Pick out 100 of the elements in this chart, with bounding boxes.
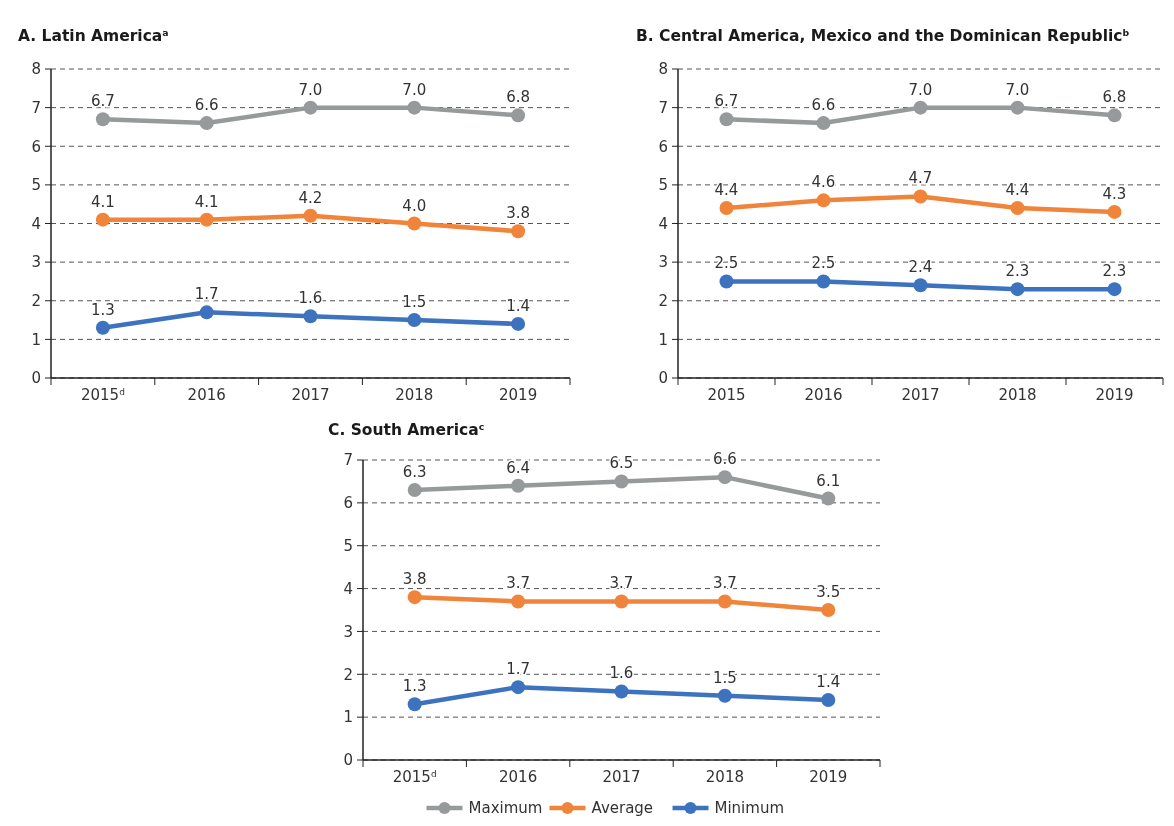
data-label: 3.5 xyxy=(816,583,841,601)
y-tick-label: 2 xyxy=(343,665,353,684)
point xyxy=(614,474,629,489)
y-tick-label: 3 xyxy=(31,253,41,272)
x-tick-label: 2015$^{d}$ xyxy=(392,768,437,786)
point xyxy=(407,216,422,231)
data-label: 1.4 xyxy=(506,296,531,315)
point xyxy=(913,278,928,293)
data-label: 6.3 xyxy=(402,463,427,481)
data-label: 2.3 xyxy=(1102,262,1127,281)
point xyxy=(614,684,629,699)
point xyxy=(199,116,214,131)
data-label: 4.4 xyxy=(1005,181,1030,200)
point xyxy=(511,316,526,331)
point xyxy=(719,274,734,289)
legend-label: Average xyxy=(591,799,654,818)
point xyxy=(913,189,928,204)
y-tick-label: 7 xyxy=(343,451,353,470)
x-tick-label: 2018 xyxy=(705,768,744,786)
y-tick-label: 1 xyxy=(658,330,668,349)
y-tick-label: 8 xyxy=(31,60,41,79)
data-label: 7.0 xyxy=(908,80,933,99)
y-tick-label: 4 xyxy=(343,579,353,598)
x-tick-label: 2016 xyxy=(187,386,226,404)
x-tick-label: 2018 xyxy=(395,386,434,404)
point xyxy=(407,483,422,497)
point xyxy=(821,491,836,506)
y-tick-label: 5 xyxy=(658,176,668,195)
point xyxy=(1010,282,1025,297)
point xyxy=(719,201,734,216)
legend-label: Minimum xyxy=(714,799,785,818)
data-label: 1.3 xyxy=(90,300,115,319)
point xyxy=(303,208,318,223)
data-label: 6.8 xyxy=(506,88,531,107)
data-label: 3.8 xyxy=(506,204,531,223)
data-label: 1.6 xyxy=(298,289,323,308)
y-tick-label: 1 xyxy=(343,708,353,727)
point xyxy=(95,212,110,227)
chart-title: A. Latin America$^{a}$ xyxy=(18,26,169,45)
x-tick-label: 2015$^{d}$ xyxy=(80,386,125,404)
point xyxy=(1107,108,1122,123)
x-tick-label: 2017 xyxy=(602,768,641,786)
point xyxy=(511,478,526,493)
data-label: 4.3 xyxy=(1102,184,1127,203)
point xyxy=(95,112,110,127)
y-tick-label: 1 xyxy=(31,330,41,349)
data-label: 4.1 xyxy=(90,192,115,211)
y-tick-label: 7 xyxy=(31,98,41,117)
point xyxy=(1010,100,1025,115)
data-label: 6.1 xyxy=(816,471,841,490)
y-tick-label: 8 xyxy=(658,60,668,79)
data-label: 7.0 xyxy=(1005,80,1030,99)
point xyxy=(816,274,831,289)
y-tick-label: 3 xyxy=(658,253,668,272)
data-label: 6.6 xyxy=(712,450,737,469)
data-label: 6.4 xyxy=(506,458,531,477)
y-tick-label: 2 xyxy=(658,292,668,310)
data-label: 4.7 xyxy=(908,169,933,188)
point xyxy=(821,603,836,617)
x-tick-label: 2017 xyxy=(901,386,940,404)
chart-title: C. South America$^{c}$ xyxy=(328,420,485,439)
data-label: 6.8 xyxy=(1102,88,1127,107)
y-tick-label: 2 xyxy=(31,292,41,310)
point xyxy=(816,116,831,131)
point xyxy=(821,693,836,707)
point xyxy=(199,305,214,320)
point xyxy=(719,112,734,127)
point xyxy=(303,309,318,324)
x-tick-label: 2016 xyxy=(499,768,538,786)
y-tick-label: 6 xyxy=(343,494,353,513)
x-tick-label: 2019 xyxy=(809,768,848,786)
data-label: 4.4 xyxy=(714,181,739,200)
x-tick-label: 2018 xyxy=(998,386,1037,404)
y-tick-label: 6 xyxy=(31,137,41,156)
point xyxy=(1010,201,1025,216)
point xyxy=(1107,204,1122,219)
data-label: 4.2 xyxy=(298,188,323,207)
point xyxy=(614,594,629,609)
point xyxy=(1107,282,1122,297)
point xyxy=(511,108,526,123)
point xyxy=(407,590,422,605)
y-tick-label: 7 xyxy=(658,98,668,117)
point xyxy=(407,100,422,115)
data-label: 2.4 xyxy=(908,258,933,277)
point xyxy=(913,100,928,115)
data-label: 6.7 xyxy=(90,92,115,111)
y-tick-label: 5 xyxy=(31,176,41,195)
data-label: 3.7 xyxy=(712,574,737,593)
y-tick-label: 0 xyxy=(343,751,353,770)
data-label: 7.0 xyxy=(402,80,427,99)
data-label: 4.0 xyxy=(402,196,427,215)
data-label: 2.5 xyxy=(811,254,836,273)
chart-title: B. Central America, Mexico and the Dominican Republic$^{b}$ xyxy=(636,26,1130,45)
point xyxy=(95,320,110,335)
data-label: 1.6 xyxy=(609,664,634,683)
point xyxy=(407,313,422,328)
data-label: 6.7 xyxy=(714,92,739,111)
data-label: 4.1 xyxy=(194,192,219,211)
data-label: 1.3 xyxy=(402,677,427,696)
y-tick-label: 4 xyxy=(31,214,41,233)
